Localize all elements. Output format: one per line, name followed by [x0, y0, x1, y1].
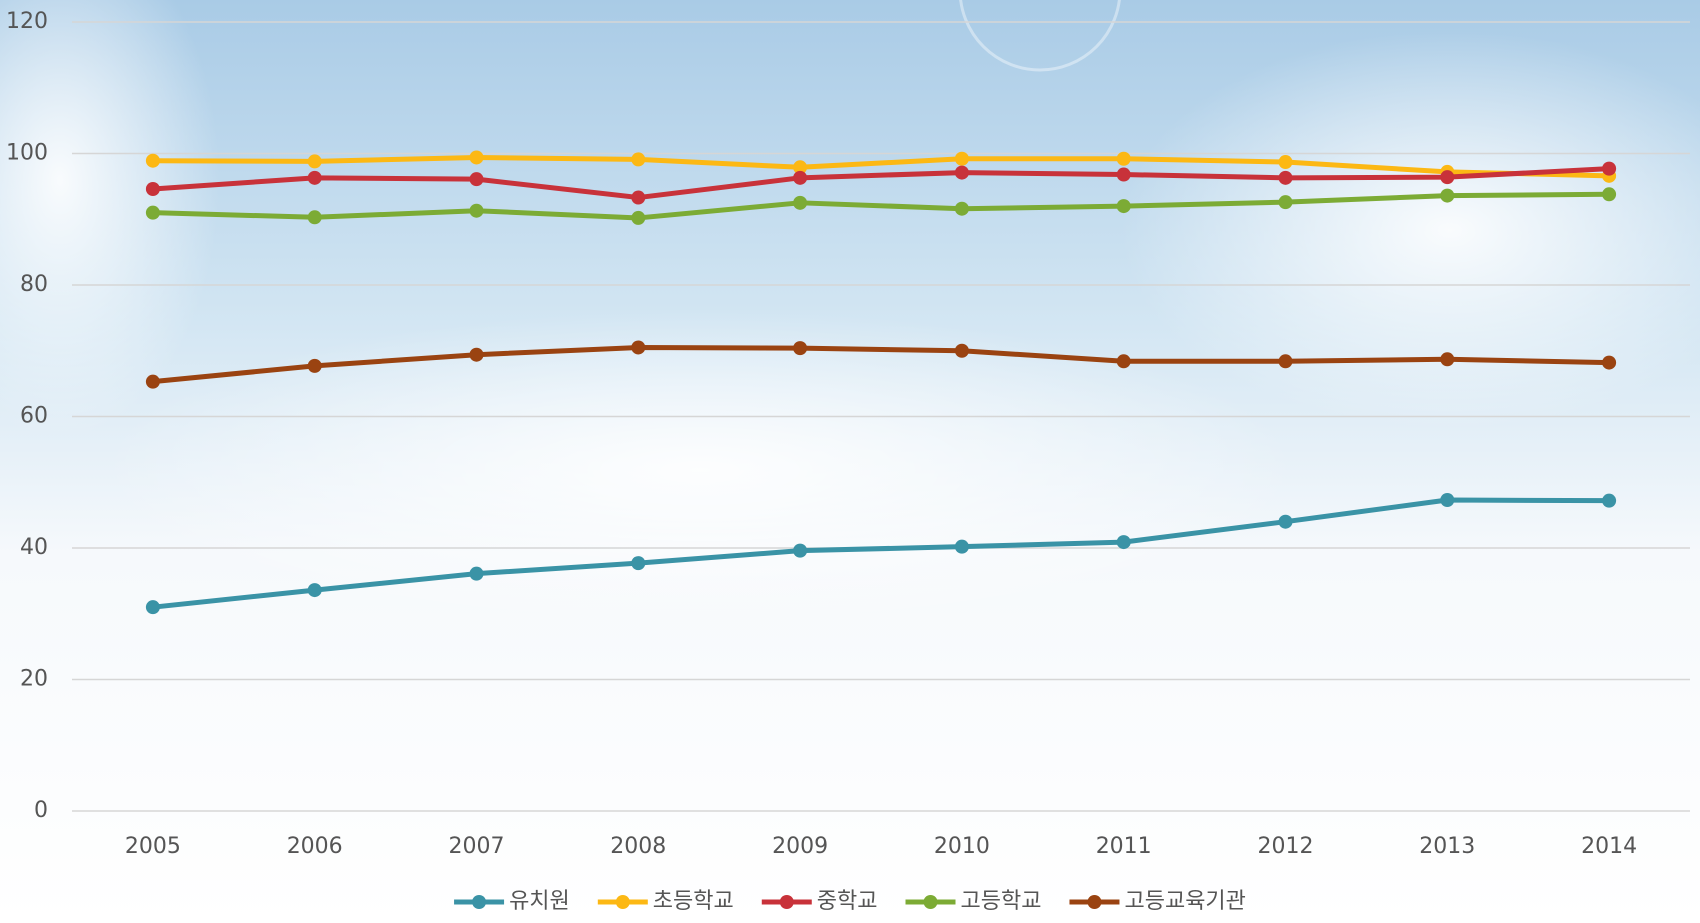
data-point	[793, 544, 807, 558]
y-tick-label: 0	[34, 798, 48, 823]
y-tick-label: 40	[20, 535, 48, 560]
data-point	[1279, 171, 1293, 185]
legend-label: 유치원	[509, 889, 570, 914]
data-point	[1279, 515, 1293, 529]
data-point	[308, 359, 322, 373]
data-point	[470, 150, 484, 164]
legend-label: 고등학교	[961, 889, 1042, 914]
x-tick-label: 2006	[287, 834, 343, 859]
data-point	[1602, 187, 1616, 201]
data-point	[470, 567, 484, 581]
data-point	[1279, 155, 1293, 169]
data-point	[1440, 493, 1454, 507]
data-point	[308, 583, 322, 597]
data-point	[1602, 162, 1616, 176]
y-tick-label: 80	[20, 272, 48, 297]
x-tick-label: 2011	[1096, 834, 1152, 859]
data-point	[146, 600, 160, 614]
y-tick-label: 20	[20, 667, 48, 692]
data-point	[308, 171, 322, 185]
data-point	[1602, 494, 1616, 508]
data-point	[470, 172, 484, 186]
data-point	[146, 375, 160, 389]
data-point	[146, 206, 160, 220]
data-point	[631, 191, 645, 205]
y-tick-label: 100	[6, 141, 48, 166]
data-point	[793, 196, 807, 210]
data-point	[631, 152, 645, 166]
legend-label: 고등교육기관	[1124, 889, 1245, 914]
data-point	[308, 210, 322, 224]
legend-label: 초등학교	[653, 889, 734, 914]
data-point	[146, 154, 160, 168]
data-point	[470, 348, 484, 362]
data-point	[1602, 356, 1616, 370]
x-tick-label: 2010	[934, 834, 990, 859]
x-tick-label: 2014	[1581, 834, 1637, 859]
x-tick-label: 2007	[449, 834, 505, 859]
x-tick-label: 2009	[772, 834, 828, 859]
data-point	[631, 340, 645, 354]
legend-marker	[780, 895, 794, 909]
legend-marker	[924, 895, 938, 909]
y-tick-label: 120	[6, 9, 48, 34]
legend-marker	[616, 895, 630, 909]
y-tick-label: 60	[20, 404, 48, 429]
data-point	[1440, 189, 1454, 203]
data-point	[955, 152, 969, 166]
data-point	[1117, 199, 1131, 213]
data-point	[1440, 170, 1454, 184]
x-tick-label: 2005	[125, 834, 181, 859]
data-point	[1279, 354, 1293, 368]
legend-marker	[1087, 895, 1101, 909]
x-tick-label: 2008	[610, 834, 666, 859]
x-tick-label: 2013	[1419, 834, 1475, 859]
data-point	[631, 211, 645, 225]
data-point	[308, 154, 322, 168]
data-point	[793, 341, 807, 355]
data-point	[631, 556, 645, 570]
data-point	[1279, 195, 1293, 209]
data-point	[955, 344, 969, 358]
data-point	[1117, 168, 1131, 182]
data-point	[955, 202, 969, 216]
legend-label: 중학교	[817, 889, 878, 914]
data-point	[1117, 535, 1131, 549]
data-point	[1117, 354, 1131, 368]
data-point	[955, 166, 969, 180]
data-point	[955, 540, 969, 554]
data-point	[793, 171, 807, 185]
data-point	[1440, 352, 1454, 366]
data-point	[1117, 152, 1131, 166]
data-point	[146, 182, 160, 196]
legend-marker	[472, 895, 486, 909]
x-tick-label: 2012	[1258, 834, 1314, 859]
chart: 0 20 40 60 80 100 120 2005 2006 2007 2008 2009 2010 2…	[0, 0, 1700, 923]
data-point	[470, 204, 484, 218]
